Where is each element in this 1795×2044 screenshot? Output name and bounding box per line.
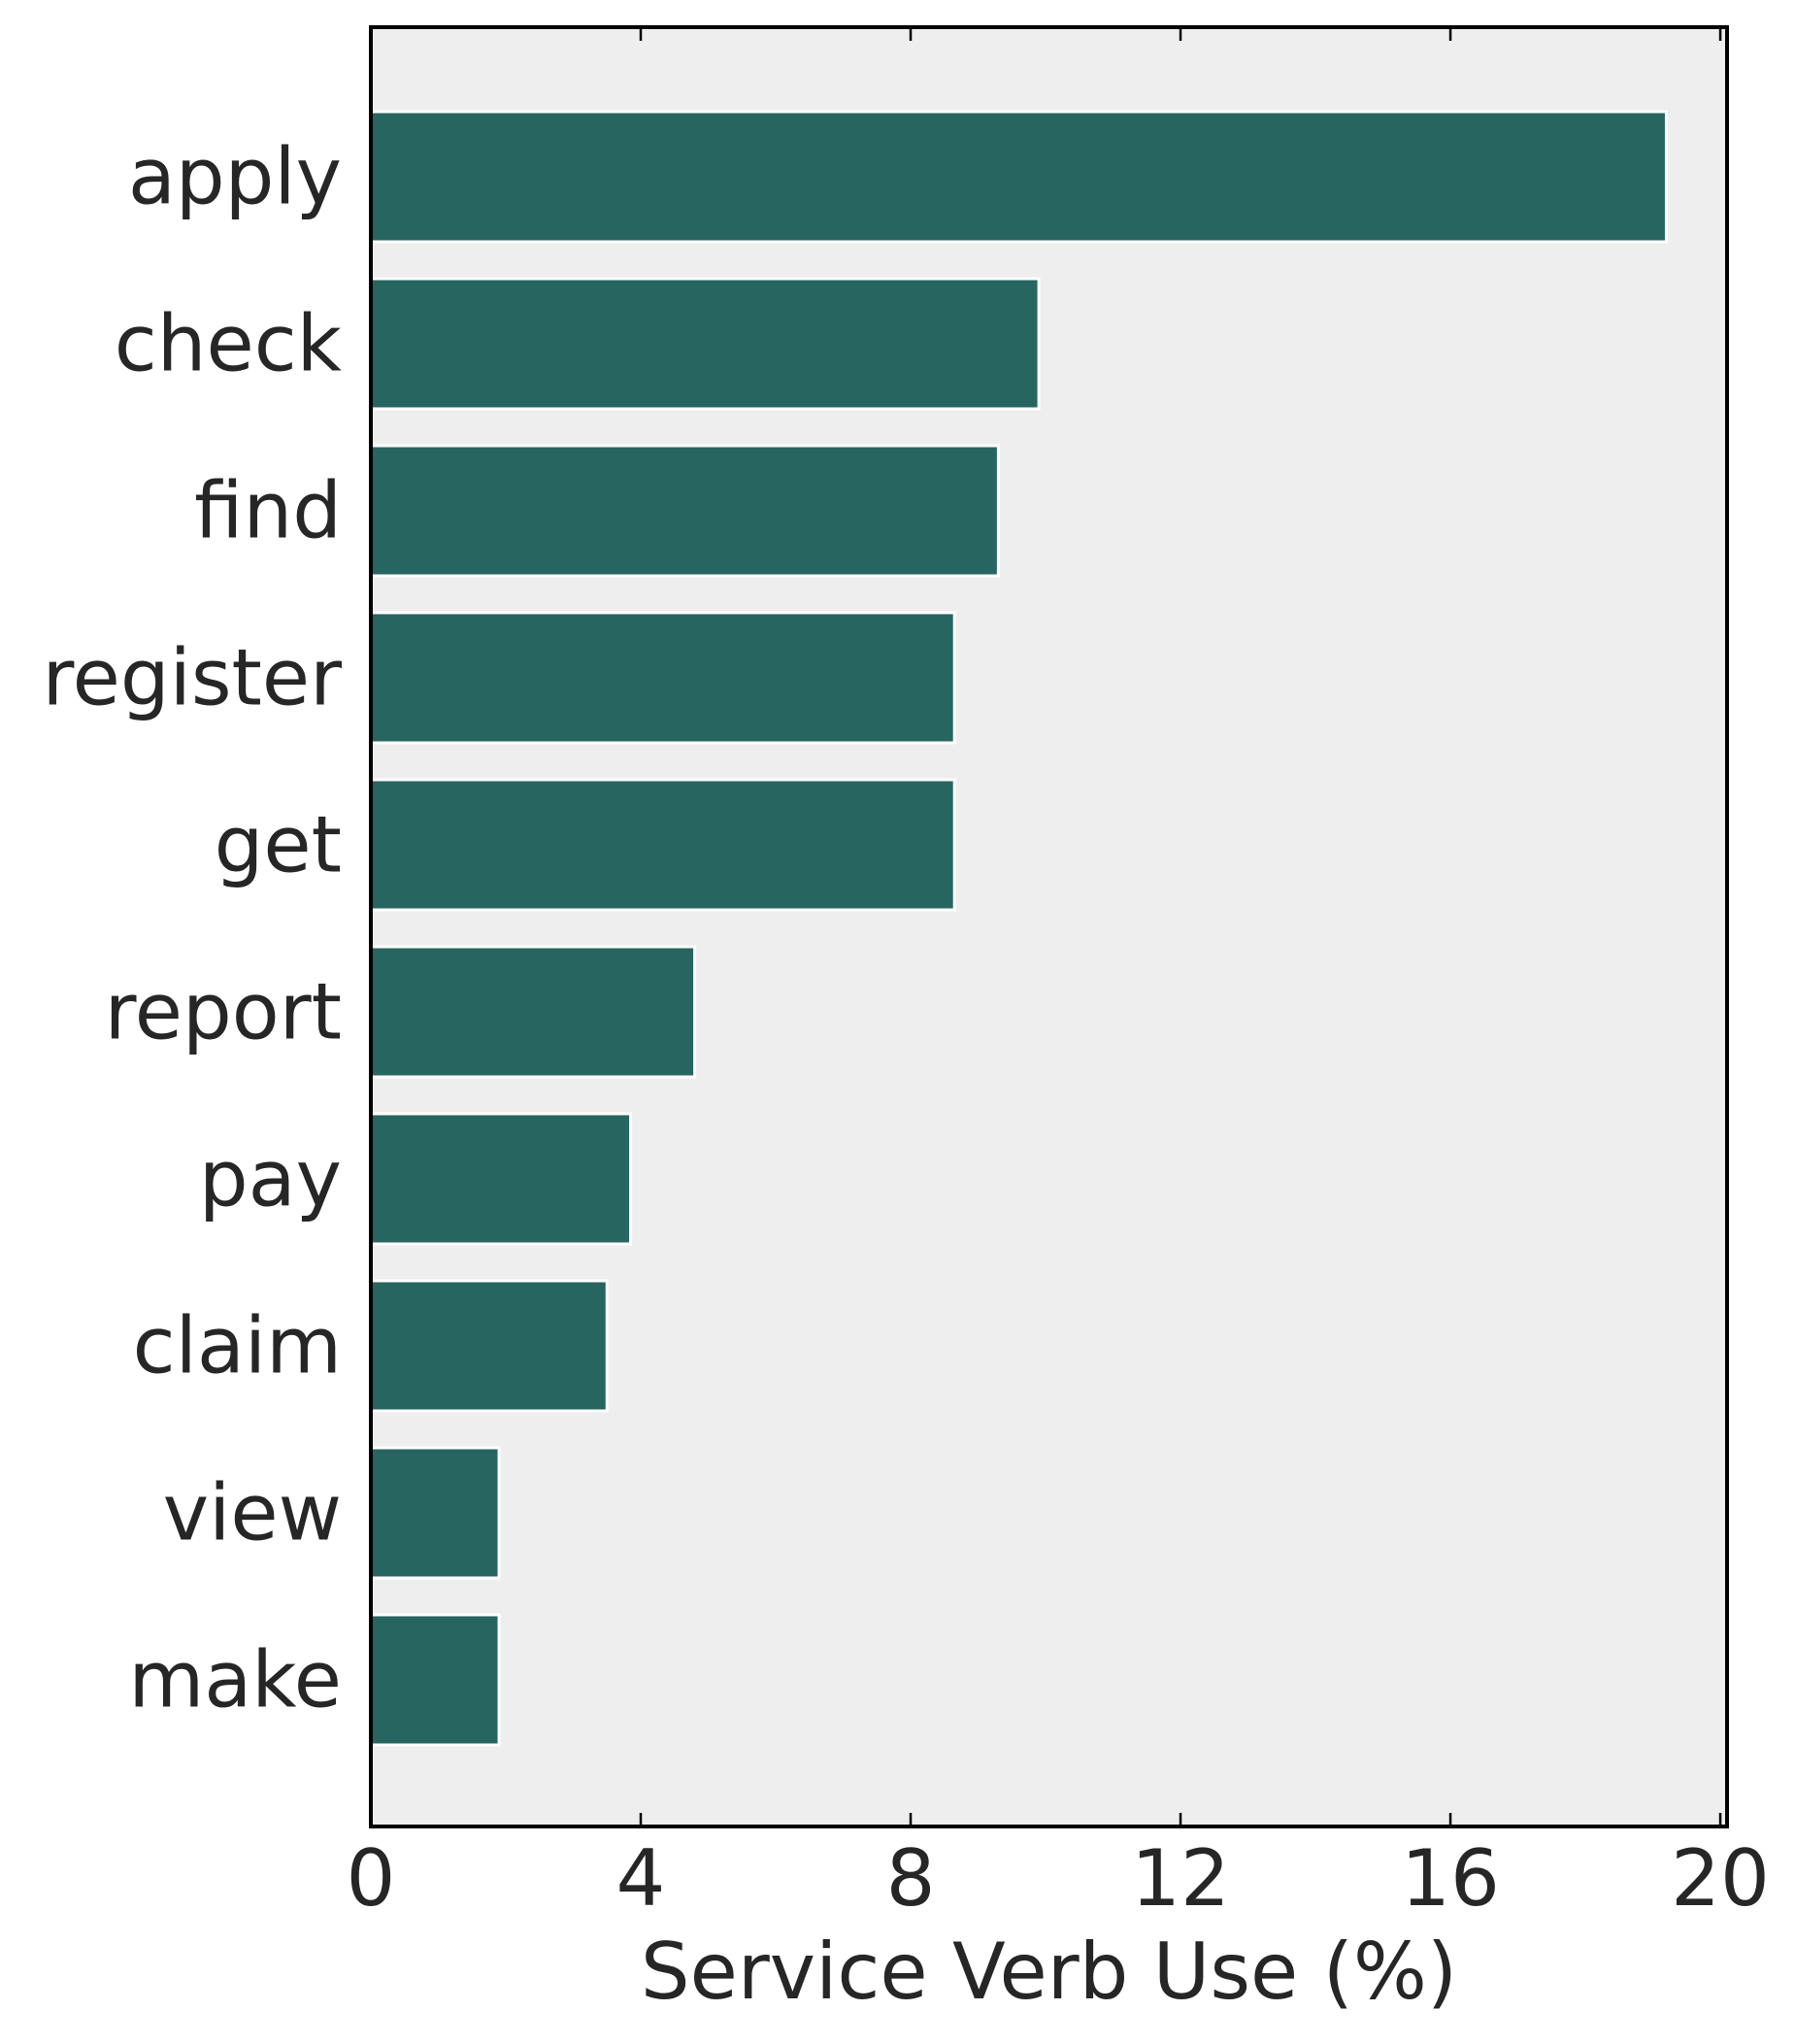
x-axis-label: Service Verb Use (%) [641, 1927, 1457, 2017]
y-tick-labels-group: apply check find register get report pay claim v… [42, 132, 342, 1726]
bars-group [369, 110, 1668, 1747]
bar-pay [369, 1112, 633, 1246]
y-tick-label-find: find [194, 466, 342, 556]
bar-find [369, 444, 1000, 578]
y-tick-label-report: report [105, 967, 342, 1057]
x-tick-label: 4 [616, 1833, 666, 1924]
y-tick-label-check: check [115, 299, 343, 389]
y-tick-label-make: make [128, 1635, 342, 1726]
bar-report [369, 945, 697, 1079]
bar-register [369, 611, 956, 745]
y-tick-label-apply: apply [128, 132, 342, 222]
y-tick-label-view: view [163, 1468, 342, 1558]
bar-get [369, 778, 956, 912]
x-tick-label: 0 [347, 1833, 396, 1924]
y-tick-label-claim: claim [133, 1301, 342, 1391]
x-tick-label: 20 [1671, 1833, 1770, 1924]
y-tick-label-register: register [42, 633, 342, 723]
bar-apply [369, 110, 1668, 244]
x-ticks-group: 0 4 8 12 16 20 [347, 27, 1770, 1924]
bar-view [369, 1446, 501, 1580]
x-tick-label: 16 [1401, 1833, 1500, 1924]
plot-frame [369, 25, 1729, 1828]
y-tick-label-get: get [215, 800, 342, 890]
bar-claim [369, 1279, 609, 1413]
x-tick-label: 8 [886, 1833, 936, 1924]
x-tick-label: 12 [1131, 1833, 1230, 1924]
bar-make [369, 1613, 501, 1747]
bar-check [369, 277, 1041, 411]
y-tick-label-pay: pay [199, 1134, 342, 1224]
